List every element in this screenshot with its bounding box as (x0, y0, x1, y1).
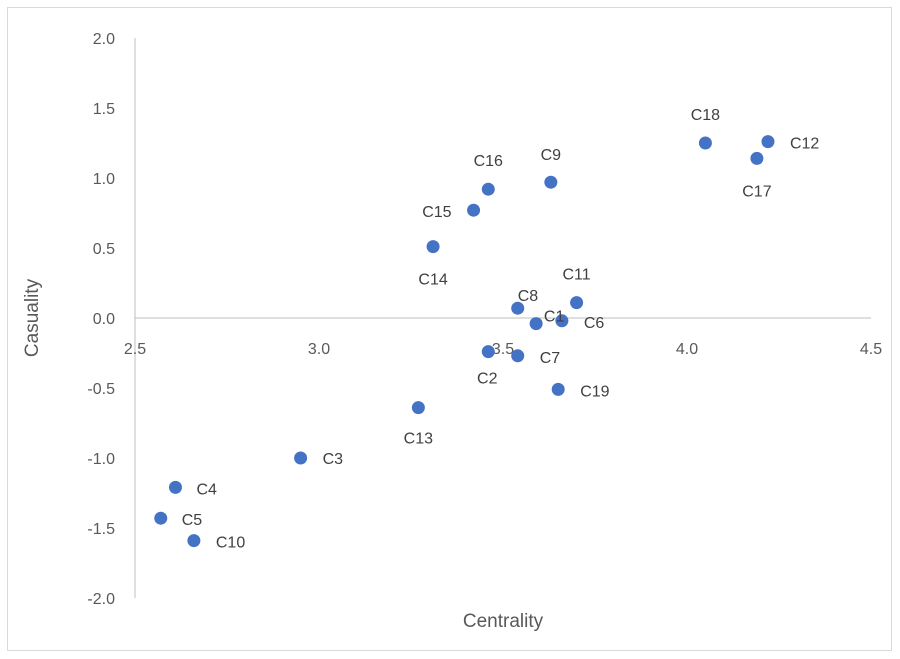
point-label-c18: C18 (691, 107, 720, 124)
point-label-c17: C17 (742, 183, 771, 200)
y-tick-label: -2.0 (87, 591, 115, 608)
x-tick-label: 4.0 (676, 341, 698, 358)
y-tick-label: -1.5 (87, 521, 115, 538)
x-tick-label: 3.5 (492, 341, 514, 358)
point-label-c7: C7 (540, 350, 561, 367)
x-tick-label: 2.5 (124, 341, 146, 358)
data-point-c5 (154, 511, 168, 525)
data-point-c8 (511, 301, 525, 315)
point-label-c14: C14 (418, 272, 447, 289)
point-labels: C1 C2 C3 C4 C5 C6 C7 C8 C9 C10 C11 C12 C13 C14 C15 C16 C… (182, 107, 820, 552)
x-tick-label: 3.0 (308, 341, 330, 358)
data-point-c19 (551, 382, 565, 396)
point-label-c4: C4 (196, 481, 217, 498)
data-point-c15 (467, 203, 481, 217)
point-label-c15: C15 (422, 204, 451, 221)
data-point-c10 (187, 534, 201, 548)
x-axis-title: Centrality (463, 611, 544, 632)
data-point-c7 (511, 349, 525, 363)
axes (134, 38, 871, 598)
point-label-c16: C16 (474, 153, 503, 170)
y-axis-title: Casuality (22, 278, 43, 357)
point-label-c19: C19 (580, 383, 609, 400)
point-label-c12: C12 (790, 136, 819, 153)
y-tick-label: 0.5 (93, 241, 115, 258)
data-point-c1 (529, 317, 543, 331)
point-label-c13: C13 (404, 431, 433, 448)
data-point-c4 (168, 480, 182, 494)
data-point-c14 (426, 240, 440, 254)
data-point-c17 (750, 151, 764, 165)
point-label-c5: C5 (182, 512, 203, 529)
x-tick-label: 4.5 (860, 341, 882, 358)
data-point-c2 (481, 345, 495, 359)
y-tick-label: 1.0 (93, 171, 115, 188)
point-label-c2: C2 (477, 371, 498, 388)
y-tick-label: -1.0 (87, 451, 115, 468)
data-points (154, 135, 775, 548)
data-point-c18 (698, 136, 712, 150)
point-label-c3: C3 (323, 451, 344, 468)
tick-labels: 2.0 1.5 1.0 0.5 0.0 -0.5 -1.0 -1.5 -2.0 2.5 3.0 3.5… (87, 31, 882, 608)
data-point-c12 (761, 135, 775, 149)
point-label-c1: C1 (544, 309, 565, 326)
chart-frame (7, 7, 892, 651)
point-label-c11: C11 (563, 267, 591, 284)
point-label-c9: C9 (541, 147, 562, 164)
data-point-c6 (555, 314, 569, 328)
point-label-c6: C6 (584, 315, 605, 332)
y-tick-label: 1.5 (93, 101, 115, 118)
data-point-c3 (294, 451, 308, 465)
point-label-c10: C10 (216, 535, 245, 552)
data-point-c13 (411, 401, 425, 415)
y-tick-label: 2.0 (93, 31, 115, 48)
data-point-c16 (481, 182, 495, 196)
y-tick-label: -0.5 (87, 381, 115, 398)
data-point-c11 (570, 296, 584, 310)
y-tick-label: 0.0 (93, 311, 115, 328)
data-point-c9 (544, 175, 558, 189)
point-label-c8: C8 (518, 288, 539, 305)
